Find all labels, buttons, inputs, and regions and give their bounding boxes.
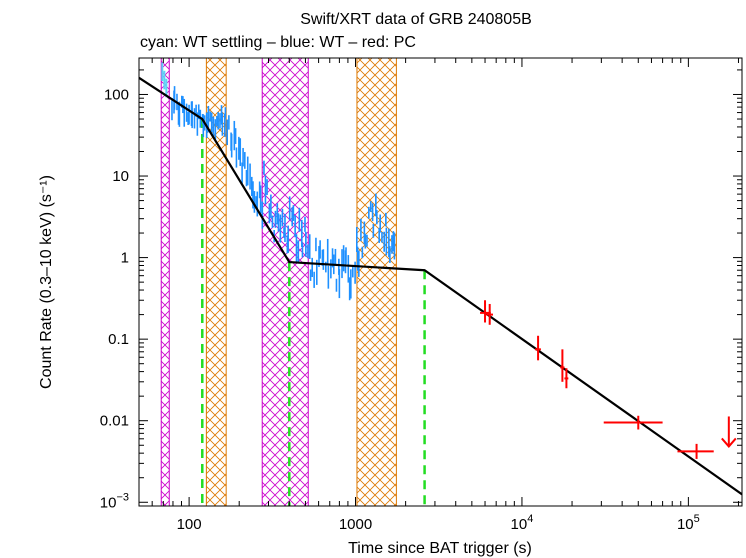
pc-point <box>486 303 494 325</box>
shaded-interval-magenta <box>261 58 309 506</box>
y-axis-label: Count Rate (0.3–10 keV) (s⁻¹) <box>38 175 55 389</box>
pc-point <box>535 335 541 361</box>
shaded-interval-magenta <box>160 58 170 506</box>
chart-subtitle: cyan: WT settling – blue: WT – red: PC <box>140 34 416 51</box>
upper-limit-arrowhead <box>721 437 737 448</box>
shaded-interval-orange <box>356 58 397 506</box>
x-tick-label: 105 <box>677 513 700 533</box>
model-line <box>139 76 742 496</box>
y-tick-label: 0.01 <box>100 413 129 430</box>
pc-point <box>603 415 663 430</box>
plot-frame <box>138 57 743 507</box>
y-tick-label: 10−3 <box>100 491 129 511</box>
x-axis-label: Time since BAT trigger (s) <box>348 540 532 557</box>
y-tick-label: 1 <box>121 250 129 267</box>
chart-title: Swift/XRT data of GRB 240805B <box>300 11 532 28</box>
y-tick-label: 100 <box>104 86 129 103</box>
y-tick-label: 0.1 <box>108 331 129 348</box>
x-tick-label: 100 <box>177 516 202 533</box>
pc-point <box>564 368 569 389</box>
x-tick-label: 104 <box>511 513 534 533</box>
y-tick-label: 10 <box>112 168 129 185</box>
pc-point <box>560 349 565 382</box>
shaded-interval-orange <box>205 58 227 506</box>
pc-point <box>677 443 714 459</box>
x-tick-label: 1000 <box>339 516 372 533</box>
pc-upper-limit <box>721 416 737 448</box>
